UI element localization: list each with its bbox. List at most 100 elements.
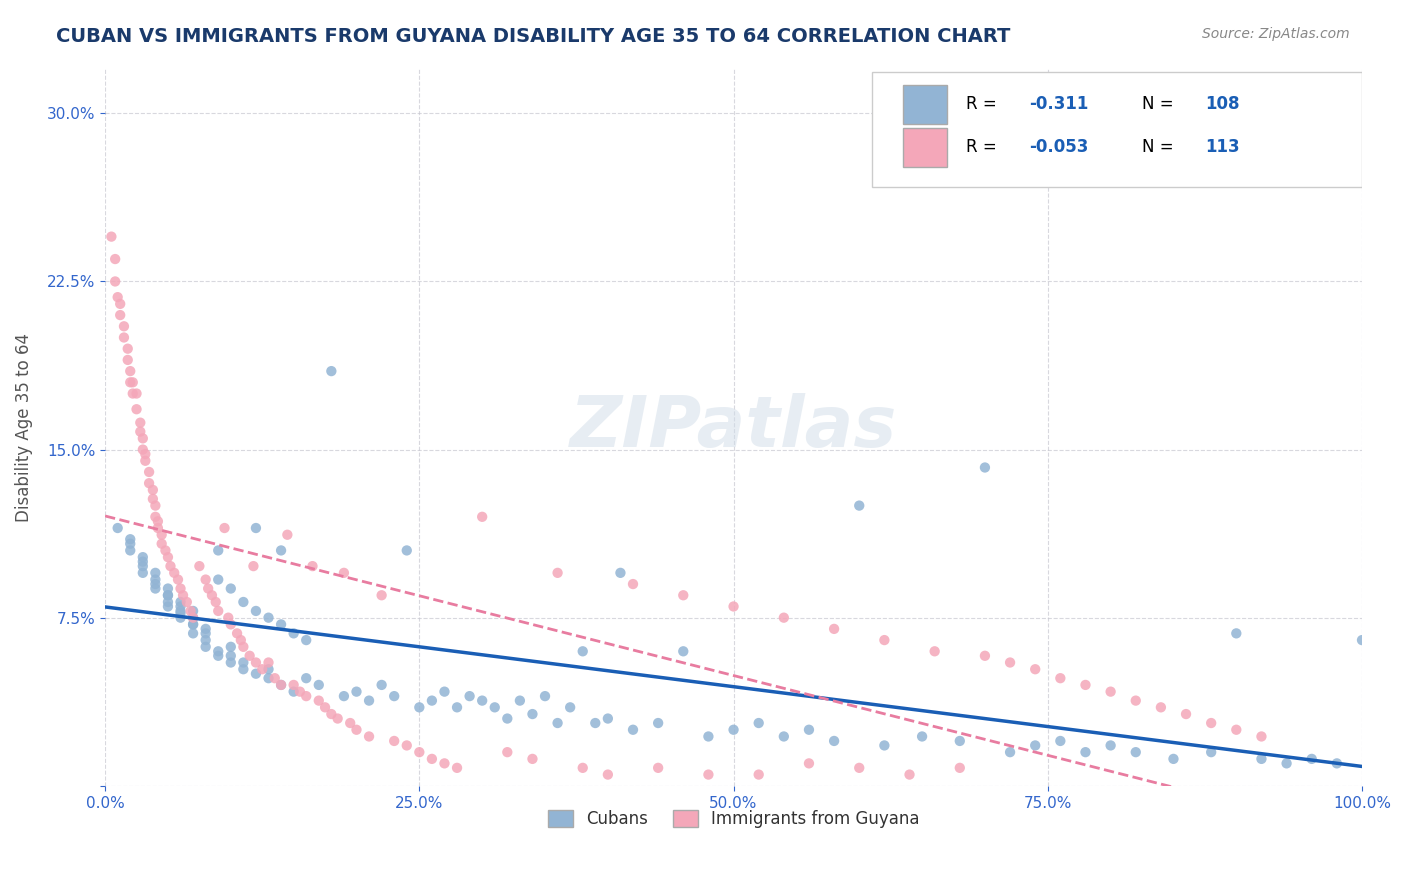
Point	[169, 595, 191, 609]
Point	[357, 730, 380, 744]
Point	[194, 633, 217, 648]
Point	[245, 656, 267, 670]
Point	[433, 684, 456, 698]
Point	[1074, 678, 1097, 692]
Point	[357, 693, 380, 707]
Point	[382, 734, 405, 748]
Point	[321, 364, 343, 378]
Point	[911, 730, 934, 744]
Point	[672, 588, 695, 602]
FancyBboxPatch shape	[903, 85, 948, 124]
Point	[232, 640, 254, 654]
Point	[333, 566, 356, 580]
Point	[120, 376, 142, 390]
Point	[420, 752, 443, 766]
Point	[723, 599, 745, 614]
Point	[146, 521, 169, 535]
Point	[308, 678, 330, 692]
Point	[181, 617, 204, 632]
Point	[169, 606, 191, 620]
Point	[1225, 723, 1247, 737]
Point	[797, 723, 820, 737]
Point	[484, 700, 506, 714]
Point	[117, 352, 139, 367]
Point	[1199, 745, 1222, 759]
Point	[263, 671, 285, 685]
Point	[226, 626, 249, 640]
Point	[270, 678, 292, 692]
Point	[446, 761, 468, 775]
Point	[1163, 752, 1185, 766]
Point	[245, 604, 267, 618]
Point	[1125, 693, 1147, 707]
Text: Source: ZipAtlas.com: Source: ZipAtlas.com	[1202, 27, 1350, 41]
Point	[1199, 716, 1222, 731]
Point	[145, 509, 167, 524]
Point	[723, 723, 745, 737]
Point	[772, 730, 794, 744]
Point	[145, 499, 167, 513]
Point	[169, 582, 191, 596]
Point	[219, 617, 242, 632]
Point	[117, 342, 139, 356]
Point	[583, 716, 606, 731]
Point	[609, 566, 631, 580]
Point	[219, 656, 242, 670]
Point	[257, 662, 280, 676]
Point	[207, 644, 229, 658]
Point	[471, 509, 494, 524]
Point	[120, 543, 142, 558]
Point	[257, 610, 280, 624]
Point	[370, 678, 392, 692]
Point	[181, 610, 204, 624]
Point	[823, 734, 845, 748]
Point	[100, 229, 122, 244]
Point	[276, 527, 298, 541]
Point	[672, 644, 695, 658]
Point	[132, 550, 155, 565]
Point	[333, 689, 356, 703]
Point	[156, 595, 179, 609]
FancyBboxPatch shape	[872, 72, 1362, 186]
Point	[433, 756, 456, 771]
Point	[848, 499, 870, 513]
Point	[346, 723, 368, 737]
Point	[823, 622, 845, 636]
Point	[132, 431, 155, 445]
Point	[188, 559, 211, 574]
Point	[156, 588, 179, 602]
Point	[219, 640, 242, 654]
Point	[204, 595, 226, 609]
Point	[797, 756, 820, 771]
Text: R =: R =	[966, 95, 1002, 113]
Point	[1099, 684, 1122, 698]
Point	[949, 761, 972, 775]
Text: 108: 108	[1205, 95, 1239, 113]
Point	[270, 543, 292, 558]
Point	[232, 662, 254, 676]
Point	[150, 537, 173, 551]
Point	[232, 595, 254, 609]
Point	[772, 610, 794, 624]
Point	[159, 559, 181, 574]
Point	[194, 626, 217, 640]
Point	[308, 693, 330, 707]
Point	[458, 689, 481, 703]
Point	[1326, 756, 1348, 771]
Point	[748, 716, 770, 731]
Point	[571, 761, 593, 775]
Point	[974, 460, 997, 475]
Text: CUBAN VS IMMIGRANTS FROM GUYANA DISABILITY AGE 35 TO 64 CORRELATION CHART: CUBAN VS IMMIGRANTS FROM GUYANA DISABILI…	[56, 27, 1011, 45]
Point	[314, 700, 336, 714]
Point	[156, 550, 179, 565]
Point	[145, 573, 167, 587]
Point	[156, 582, 179, 596]
Point	[408, 700, 430, 714]
Point	[471, 693, 494, 707]
Point	[270, 678, 292, 692]
Point	[112, 319, 135, 334]
Point	[1074, 745, 1097, 759]
Point	[1275, 756, 1298, 771]
Point	[156, 588, 179, 602]
Point	[496, 745, 519, 759]
